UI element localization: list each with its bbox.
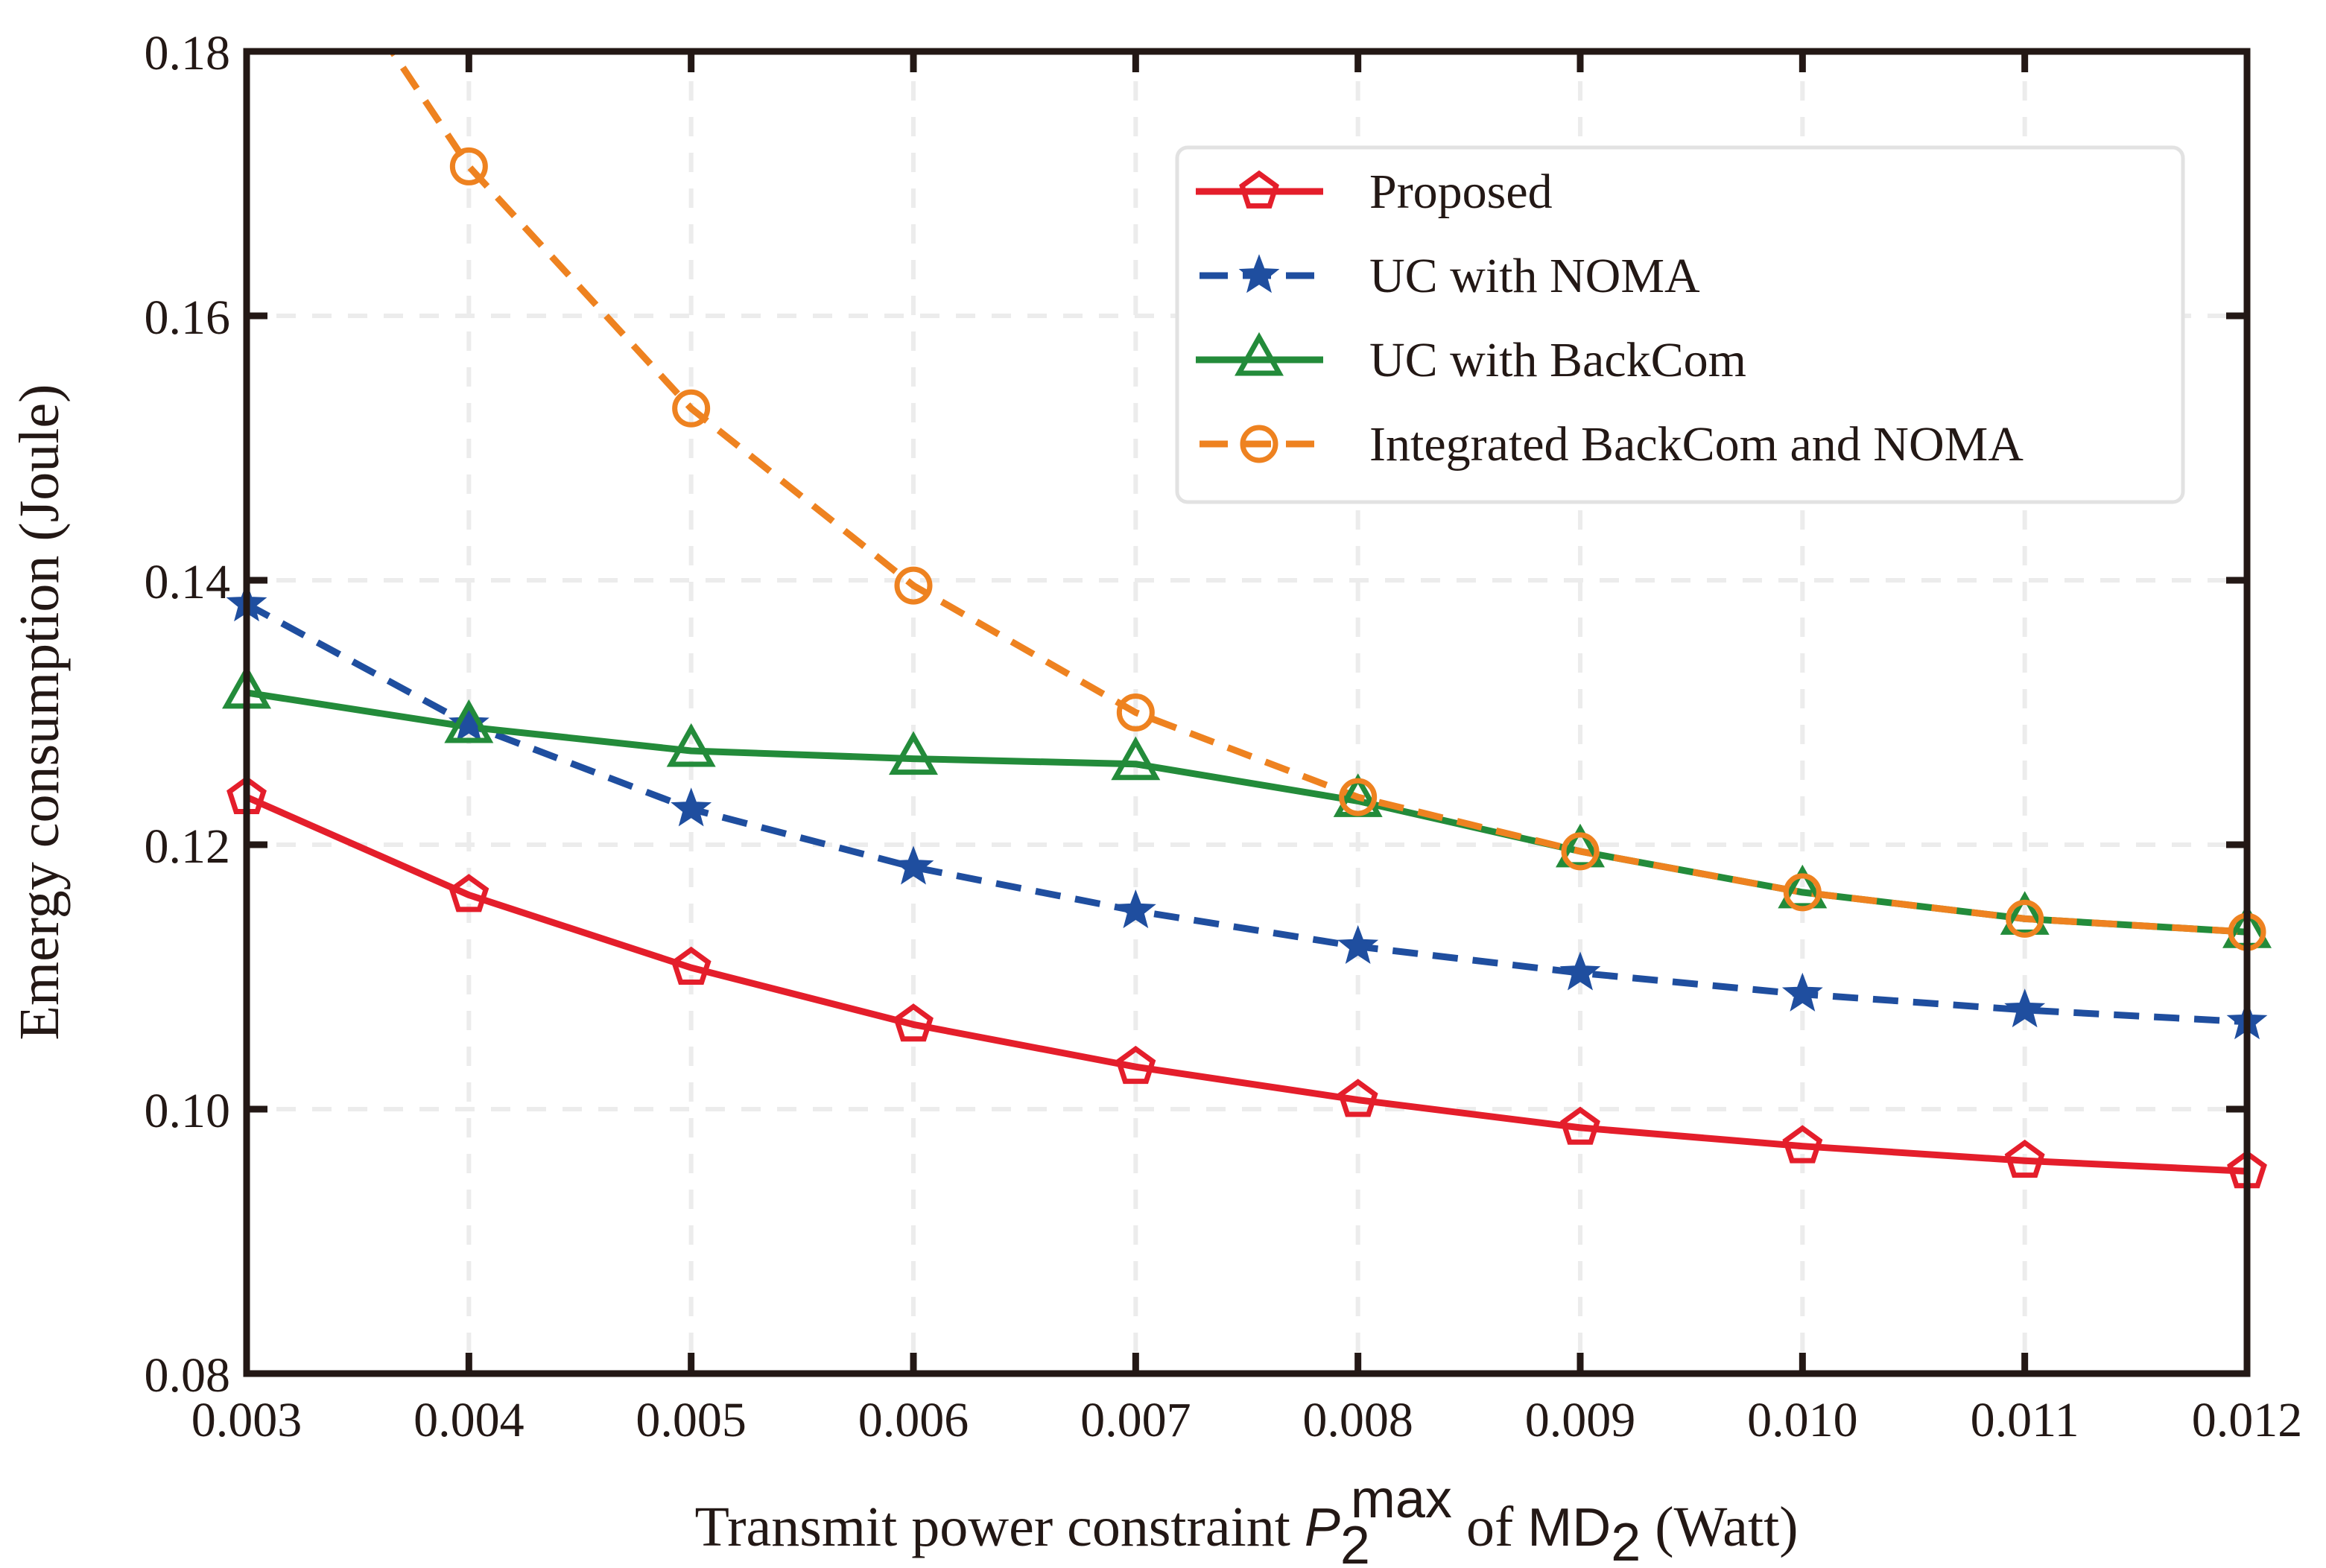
- series-line-integrated-backcom-and-noma: [387, 51, 2247, 936]
- data-point-uc-with-noma: [2004, 988, 2046, 1028]
- data-point-uc-with-backcom: [1556, 823, 1605, 868]
- data-point-uc-with-backcom: [1111, 736, 1161, 781]
- data-point-proposed: [449, 874, 489, 912]
- data-point-integrated-backcom-and-noma: [1116, 693, 1155, 731]
- data-point-uc-with-noma: [1115, 889, 1156, 929]
- data-point-uc-with-backcom: [2000, 891, 2050, 935]
- x-axis-title-symbol-sup: max: [1351, 1470, 1452, 1529]
- data-point-uc-with-noma: [1781, 972, 1823, 1012]
- data-point-integrated-backcom-and-noma: [672, 389, 711, 428]
- data-point-uc-with-backcom: [1778, 864, 1828, 909]
- data-point-integrated-backcom-and-noma: [1339, 778, 1378, 816]
- y-tick-label: 0.08: [145, 1348, 231, 1403]
- x-tick-label: 0.010: [1747, 1393, 1858, 1447]
- data-point-proposed: [1337, 1079, 1378, 1117]
- legend-label: UC with BackCom: [1369, 333, 1746, 387]
- data-point-proposed: [1782, 1125, 1823, 1164]
- data-point-uc-with-noma: [1337, 924, 1379, 964]
- data-point-proposed: [1115, 1045, 1156, 1085]
- legend-label: Integrated BackCom and NOMA: [1369, 417, 2024, 472]
- y-tick-label: 0.10: [145, 1084, 231, 1138]
- series-line-proposed: [247, 793, 2247, 1175]
- data-point-integrated-backcom-and-noma: [1783, 873, 1822, 912]
- x-axis-title-symbol-sub: 2: [1340, 1516, 1370, 1568]
- data-point-uc-with-noma: [1559, 951, 1601, 991]
- x-tick-label: 0.012: [2192, 1393, 2303, 1447]
- legend-marker: [1240, 425, 1278, 463]
- legend-item-uc-with-noma: UC with NOMA: [1200, 249, 1700, 303]
- x-tick-label: 0.005: [636, 1393, 747, 1447]
- legend-item-proposed: Proposed: [1196, 165, 1553, 219]
- data-point-uc-with-noma: [448, 702, 489, 742]
- data-point-uc-with-backcom: [889, 731, 938, 775]
- data-point-integrated-backcom-and-noma: [894, 566, 933, 605]
- legend-item-integrated-backcom-and-noma: Integrated BackCom and NOMA: [1200, 417, 2024, 472]
- data-point-uc-with-noma: [671, 787, 712, 827]
- y-tick-label: 0.12: [145, 819, 231, 874]
- y-tick-label: 0.14: [145, 555, 231, 609]
- y-tick-label: 0.18: [145, 26, 231, 80]
- legend-item-uc-with-backcom: UC with BackCom: [1196, 331, 1746, 387]
- axes: [243, 48, 2251, 1377]
- legend-marker: [1235, 331, 1284, 376]
- data-point-integrated-backcom-and-noma: [449, 147, 488, 185]
- x-axis-title-middle: of: [1452, 1496, 1527, 1558]
- data-point-proposed: [671, 946, 712, 985]
- x-axis-title-symbol: P: [1305, 1498, 1340, 1558]
- x-axis-ticks: 0.003 0.004 0.005 0.006 0.007 0.008 0.009 0.010…: [191, 51, 2303, 1447]
- x-tick-label: 0.007: [1080, 1393, 1191, 1447]
- data-point-uc-with-backcom: [666, 723, 716, 767]
- series-layer: [247, 51, 2247, 1175]
- x-tick-label: 0.006: [858, 1393, 969, 1447]
- legend-marker: [1239, 170, 1279, 209]
- x-axis-title-prefix: Transmit power constraint: [694, 1496, 1304, 1558]
- legend-box: [1175, 145, 2185, 504]
- series-line-uc-with-noma: [247, 601, 2247, 1026]
- x-axis-title: Transmit power constraint P2max of MD2 (…: [694, 1470, 1798, 1568]
- data-point-proposed: [1560, 1106, 1600, 1145]
- x-axis-title-suffix: (Watt): [1641, 1496, 1798, 1558]
- marker-layer: [222, 147, 2272, 1189]
- legend-label: Proposed: [1369, 165, 1553, 219]
- x-axis-title-device-sub: 2: [1611, 1513, 1641, 1568]
- x-axis-title-device: MD: [1527, 1498, 1611, 1558]
- y-axis-ticks: 0.08 0.10 0.12 0.14 0.16 0.18: [145, 26, 2247, 1403]
- data-point-integrated-backcom-and-noma: [1561, 832, 1600, 871]
- legend-label: UC with NOMA: [1369, 249, 1700, 303]
- x-tick-label: 0.004: [413, 1393, 525, 1447]
- x-tick-label: 0.009: [1525, 1393, 1636, 1447]
- y-tick-label: 0.16: [145, 291, 231, 345]
- x-tick-label: 0.011: [1971, 1393, 2079, 1447]
- legend-marker: [1238, 254, 1280, 293]
- x-tick-label: 0.003: [191, 1393, 302, 1447]
- data-point-proposed: [2004, 1139, 2045, 1178]
- legend: Proposed UC with NOMA UC with BackCom Integ…: [1175, 145, 2185, 504]
- data-point-integrated-backcom-and-noma: [2006, 899, 2044, 938]
- y-axis-title: Emergy consumption (Joule): [8, 384, 71, 1041]
- data-point-proposed: [893, 1003, 934, 1042]
- x-tick-label: 0.008: [1302, 1393, 1413, 1447]
- data-point-uc-with-noma: [893, 845, 934, 885]
- plot-frame: [243, 48, 2251, 1377]
- data-point-uc-with-backcom: [444, 699, 494, 743]
